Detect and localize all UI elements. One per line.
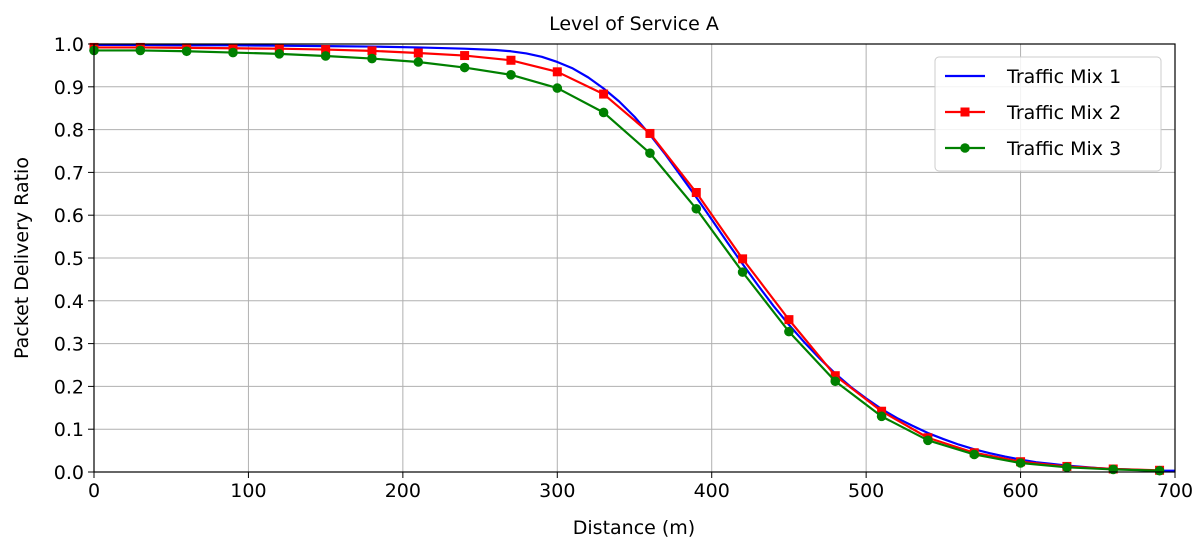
series-2-point: [506, 55, 516, 65]
y-tick-label: 0.5: [54, 248, 84, 270]
y-tick-label: 0.3: [54, 334, 84, 356]
legend-entry-2: Traffic Mix 2: [945, 102, 1121, 124]
y-tick-label: 0.4: [54, 291, 84, 313]
series-2-point: [274, 44, 284, 54]
x-tick-label: 300: [539, 480, 575, 502]
series-layer: [89, 42, 1175, 476]
series-3-point: [691, 203, 702, 214]
series-3-point: [923, 435, 933, 446]
series-1: [94, 43, 1175, 472]
legend-entry-3: Traffic Mix 3: [945, 138, 1121, 160]
x-tick-label: 700: [1157, 480, 1193, 502]
series-3-point: [459, 62, 470, 73]
legend-entry-1: Traffic Mix 1: [945, 66, 1121, 88]
series-3-point: [274, 49, 285, 59]
legend-label: Traffic Mix 1: [1006, 66, 1121, 88]
series-3-point: [228, 47, 238, 58]
legend-label: Traffic Mix 2: [1006, 102, 1121, 124]
y-tick-label: 0.1: [54, 419, 84, 441]
series-2-point: [460, 51, 470, 61]
series-2-point: [321, 45, 331, 55]
series-3-point: [598, 107, 609, 118]
legend-label: Traffic Mix 3: [1006, 138, 1121, 160]
y-tick-label: 0.2: [54, 376, 84, 398]
x-tick-label: 0: [88, 480, 100, 502]
x-tick-label: 400: [694, 480, 730, 502]
series-2-point: [877, 406, 887, 416]
series-2-point: [691, 188, 701, 198]
series-2-point: [738, 254, 748, 264]
series-3: [89, 45, 1165, 476]
series-2-point: [413, 48, 423, 58]
series-2-point: [599, 89, 609, 99]
x-tick-label: 200: [385, 480, 421, 502]
y-tick-label: 0.6: [54, 205, 84, 227]
legend-swatch-marker: [960, 107, 970, 117]
legend-swatch-marker: [960, 143, 970, 153]
series-3-point: [135, 45, 146, 56]
series-3-point: [367, 53, 377, 64]
series-3-point: [737, 267, 748, 277]
chart-title: Level of Service A: [549, 13, 719, 35]
series-3-point: [1154, 465, 1165, 476]
series-2-point: [830, 371, 840, 381]
series-3-point: [181, 46, 192, 57]
series-2-point: [784, 315, 794, 325]
series-3-point: [506, 70, 516, 80]
series-2-point: [645, 128, 655, 138]
series-1-line: [94, 43, 1175, 472]
x-tick-label: 500: [848, 480, 884, 502]
x-tick-label: 600: [1002, 480, 1038, 502]
series-3-point: [784, 326, 794, 337]
y-axis-title: Packet Delivery Ratio: [11, 157, 33, 359]
series-3-point: [552, 83, 563, 93]
y-tick-label: 0.7: [54, 162, 84, 184]
series-3-point: [320, 51, 331, 61]
legend-box: [934, 56, 1162, 172]
series-3-point: [645, 148, 655, 158]
y-tick-label: 0.0: [54, 462, 84, 484]
series-3-point: [1108, 464, 1119, 475]
x-axis-title: Distance (m): [573, 517, 695, 539]
series-3-point: [876, 411, 887, 422]
y-tick-label: 1.0: [54, 34, 84, 56]
series-2-point: [367, 46, 377, 56]
series-2-line: [94, 46, 1160, 472]
series-3-line: [94, 49, 1160, 472]
y-tick-label: 0.9: [54, 77, 84, 99]
series-3-point: [969, 449, 980, 460]
series-3-point: [1015, 458, 1026, 468]
axis-ticks: 0 100 200 300 400 500 600 700 0.0 0.1 0.2 0.3 0.4 0.5…: [54, 34, 1193, 502]
x-tick-label: 100: [230, 480, 266, 502]
series-3-point: [830, 376, 841, 387]
series-3-point: [413, 57, 424, 67]
legend: Traffic Mix 1 Traffic Mix 2 Traffic Mix 3: [934, 56, 1162, 172]
y-tick-label: 0.8: [54, 120, 84, 142]
series-2-point: [552, 67, 562, 77]
series-3-point: [1062, 462, 1072, 473]
